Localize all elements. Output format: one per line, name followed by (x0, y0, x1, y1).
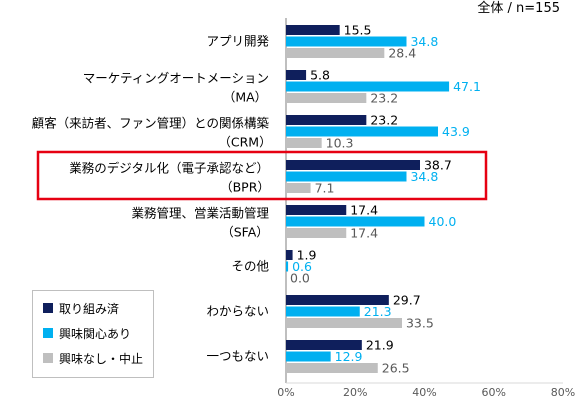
value-label-series-2: 34.8 (410, 34, 438, 49)
bar-series-1 (286, 25, 340, 35)
x-tick-label: 40% (412, 386, 436, 399)
category-label: 業務のデジタル化（電子承認など） (69, 161, 269, 176)
legend-label-series-1: 取り組み済 (59, 301, 120, 316)
category-sublabel: （BPR） (220, 180, 270, 195)
bar-series-2 (286, 81, 450, 92)
legend-item-series-1: 取り組み済 (43, 299, 119, 317)
value-label-series-1: 21.9 (366, 338, 394, 353)
bar-series-3 (286, 138, 322, 148)
category-sublabel: （SFA） (221, 225, 269, 240)
bar-series-3 (286, 363, 378, 373)
value-label-series-2: 34.8 (410, 169, 438, 184)
category-label: 一つもない (206, 349, 269, 364)
value-label-series-3: 26.5 (382, 361, 410, 376)
bar-series-1 (286, 205, 347, 215)
x-tick-label: 20% (343, 386, 367, 399)
category-label: わからない (206, 304, 269, 319)
legend-swatch-series-2 (43, 328, 53, 338)
category-label: 顧客（来訪者、ファン管理）との関係構築 (32, 116, 270, 131)
bar-series-2 (286, 351, 331, 362)
value-label-series-2: 21.3 (364, 304, 392, 319)
bar-series-1 (286, 295, 389, 305)
bar-series-3 (286, 183, 311, 193)
legend-item-series-2: 興味関心あり (43, 324, 131, 342)
value-label-series-1: 17.4 (350, 203, 378, 218)
value-label-series-3: 33.5 (406, 316, 434, 331)
bar-series-2 (286, 126, 439, 137)
legend-label-series-3: 興味なし・中止 (59, 351, 144, 366)
value-label-series-1: 29.7 (393, 293, 421, 308)
chart-legend: 取り組み済 興味関心あり 興味なし・中止 (32, 290, 154, 378)
value-label-series-1: 23.2 (370, 113, 398, 128)
x-tick-label: 0% (277, 386, 294, 399)
value-label-series-1: 1.9 (297, 248, 317, 263)
bar-series-2 (286, 306, 360, 317)
bar-series-2 (286, 261, 289, 272)
value-label-series-2: 40.0 (429, 214, 457, 229)
bar-series-2 (286, 216, 425, 227)
value-label-series-2: 12.9 (335, 349, 363, 364)
bar-series-3 (286, 93, 367, 103)
legend-swatch-series-3 (43, 353, 53, 363)
bar-series-1 (286, 115, 367, 125)
bar-series-1 (286, 70, 307, 80)
bar-series-3 (286, 318, 402, 328)
value-label-series-3: 10.3 (326, 136, 354, 151)
bar-series-2 (286, 36, 407, 47)
value-label-series-2: 0.6 (292, 259, 312, 274)
legend-item-series-3: 興味なし・中止 (43, 349, 143, 367)
legend-swatch-series-1 (43, 303, 53, 313)
value-label-series-3: 28.4 (388, 46, 416, 61)
category-label: 業務管理、営業活動管理 (131, 206, 269, 221)
bar-series-1 (286, 340, 362, 350)
value-label-series-1: 15.5 (344, 23, 372, 38)
category-label: マーケティングオートメーション (83, 71, 269, 86)
bar-series-2 (286, 171, 407, 182)
value-label-series-2: 43.9 (442, 124, 470, 139)
bar-series-1 (286, 160, 420, 170)
value-label-series-3: 0.0 (290, 271, 310, 286)
bar-series-3 (286, 228, 347, 238)
legend-label-series-2: 興味関心あり (59, 326, 132, 341)
value-label-series-1: 38.7 (424, 158, 452, 173)
value-label-series-3: 7.1 (315, 181, 335, 196)
category-label: その他 (231, 259, 269, 274)
x-tick-label: 80% (551, 386, 575, 399)
x-tick-label: 60% (482, 386, 506, 399)
bar-series-1 (286, 250, 293, 260)
value-label-series-3: 17.4 (350, 226, 378, 241)
value-label-series-2: 47.1 (453, 79, 481, 94)
category-sublabel: （CRM） (218, 135, 271, 150)
chart-subtitle: 全体 / n=155 (477, 0, 560, 16)
value-label-series-1: 5.8 (310, 68, 330, 83)
category-sublabel: （MA） (223, 90, 267, 105)
category-label: アプリ開発 (206, 34, 269, 49)
value-label-series-3: 23.2 (370, 91, 398, 106)
highlight-box (36, 150, 488, 201)
bar-series-3 (286, 48, 385, 58)
